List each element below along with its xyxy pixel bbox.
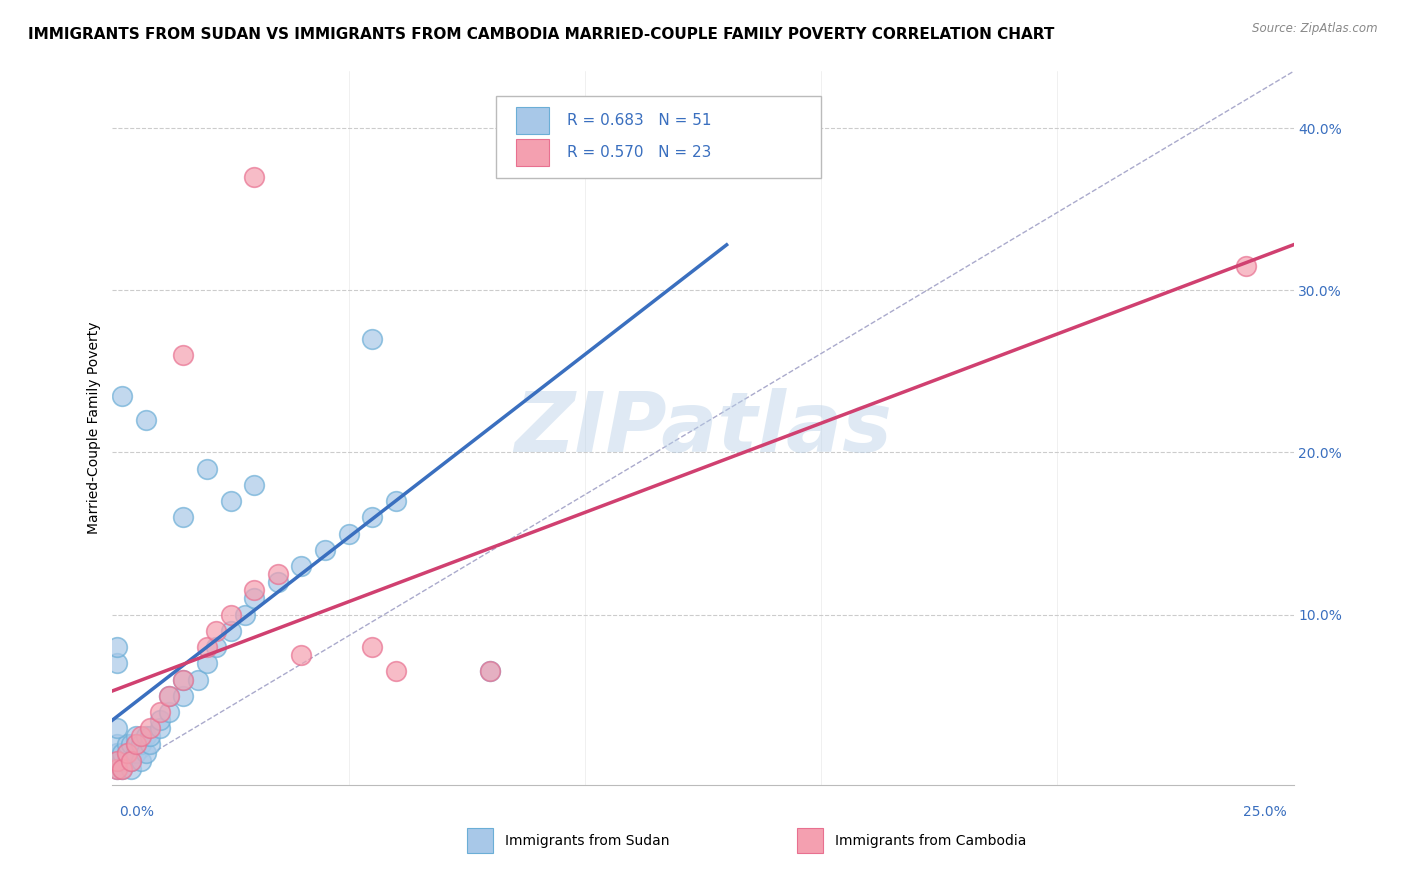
Point — [172, 348, 194, 362]
Text: ZIPatlas: ZIPatlas — [515, 388, 891, 468]
Point — [105, 657, 128, 671]
Point — [149, 713, 172, 727]
Point — [111, 389, 134, 403]
Point — [361, 332, 384, 346]
Text: 25.0%: 25.0% — [1243, 805, 1286, 819]
Point — [1234, 259, 1257, 273]
FancyBboxPatch shape — [496, 96, 821, 178]
Point — [205, 640, 228, 654]
Text: Immigrants from Cambodia: Immigrants from Cambodia — [835, 834, 1026, 847]
FancyBboxPatch shape — [797, 829, 824, 853]
Text: 0.0%: 0.0% — [120, 805, 155, 819]
Point — [115, 754, 138, 768]
Point — [129, 754, 152, 768]
Point — [129, 729, 152, 743]
Point — [125, 738, 148, 752]
FancyBboxPatch shape — [467, 829, 492, 853]
Point — [267, 567, 290, 582]
Point — [243, 169, 266, 184]
Point — [120, 762, 142, 776]
Point — [120, 754, 142, 768]
Point — [105, 762, 128, 776]
Y-axis label: Married-Couple Family Poverty: Married-Couple Family Poverty — [87, 322, 101, 534]
Point — [105, 640, 128, 654]
Point — [172, 673, 194, 687]
Point — [361, 640, 384, 654]
Point — [243, 478, 266, 492]
Point — [186, 673, 208, 687]
Point — [385, 665, 408, 679]
Point — [139, 738, 162, 752]
Point — [157, 689, 180, 703]
Point — [195, 657, 218, 671]
Point — [361, 510, 384, 524]
Point — [135, 746, 157, 760]
Text: R = 0.683   N = 51: R = 0.683 N = 51 — [567, 113, 711, 128]
FancyBboxPatch shape — [516, 107, 550, 134]
Point — [111, 762, 134, 776]
Point — [314, 542, 336, 557]
Point — [172, 689, 194, 703]
Point — [105, 762, 128, 776]
Point — [219, 494, 242, 508]
Point — [243, 583, 266, 598]
Point — [115, 746, 138, 760]
Point — [479, 665, 502, 679]
Point — [115, 746, 138, 760]
Point — [219, 624, 242, 638]
Point — [139, 721, 162, 735]
Point — [139, 729, 162, 743]
Point — [125, 746, 148, 760]
Point — [243, 591, 266, 606]
Point — [111, 754, 134, 768]
Point — [135, 729, 157, 743]
Point — [125, 738, 148, 752]
Text: Immigrants from Sudan: Immigrants from Sudan — [505, 834, 669, 847]
Point — [195, 640, 218, 654]
Point — [479, 665, 502, 679]
Point — [105, 738, 128, 752]
Point — [267, 575, 290, 590]
Point — [105, 721, 128, 735]
Point — [149, 705, 172, 719]
Point — [205, 624, 228, 638]
Point — [157, 689, 180, 703]
Text: Source: ZipAtlas.com: Source: ZipAtlas.com — [1253, 22, 1378, 36]
Point — [195, 461, 218, 475]
Point — [115, 738, 138, 752]
Point — [290, 559, 312, 574]
Point — [385, 494, 408, 508]
Point — [157, 705, 180, 719]
Point — [219, 607, 242, 622]
Point — [149, 721, 172, 735]
Point — [172, 510, 194, 524]
Point — [172, 673, 194, 687]
Point — [120, 738, 142, 752]
Point — [337, 526, 360, 541]
Text: R = 0.570   N = 23: R = 0.570 N = 23 — [567, 145, 711, 161]
Point — [105, 754, 128, 768]
Point — [105, 754, 128, 768]
Point — [129, 738, 152, 752]
Point — [290, 648, 312, 663]
Point — [111, 746, 134, 760]
Point — [111, 762, 134, 776]
FancyBboxPatch shape — [516, 139, 550, 166]
Point — [120, 754, 142, 768]
Point — [233, 607, 256, 622]
Point — [135, 413, 157, 427]
Text: IMMIGRANTS FROM SUDAN VS IMMIGRANTS FROM CAMBODIA MARRIED-COUPLE FAMILY POVERTY : IMMIGRANTS FROM SUDAN VS IMMIGRANTS FROM… — [28, 27, 1054, 42]
Point — [125, 729, 148, 743]
Point — [105, 746, 128, 760]
